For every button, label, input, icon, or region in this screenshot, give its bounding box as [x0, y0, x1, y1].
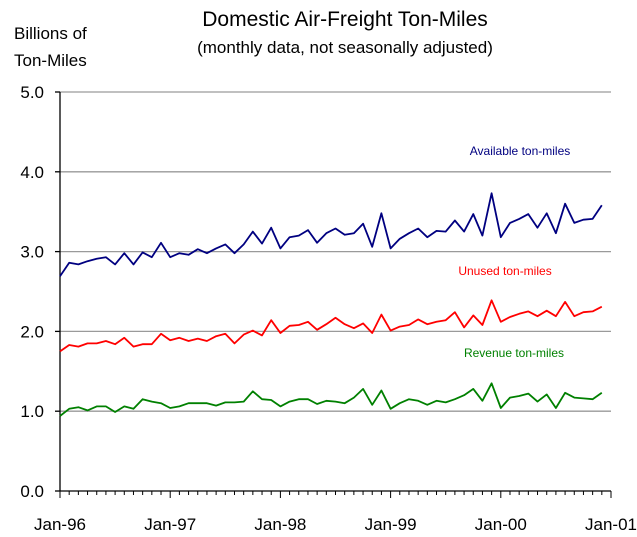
series-annotations: Available ton-miles Unused ton-miles Rev… — [458, 144, 570, 360]
x-tick-label: Jan-97 — [144, 515, 196, 534]
revenue-ton-miles-label: Revenue ton-miles — [464, 346, 564, 360]
y-axis-label-line1: Billions of — [14, 24, 87, 43]
x-tick-label: Jan-96 — [34, 515, 86, 534]
y-tick-label: 4.0 — [20, 163, 44, 182]
x-axis-ticks: Jan-96 Jan-97 Jan-98 Jan-99 Jan-00 Jan-01 — [34, 491, 637, 534]
x-tick-label: Jan-99 — [365, 515, 417, 534]
series-line-available-ton-miles — [59, 192, 603, 277]
chart-subtitle: (monthly data, not seasonally adjusted) — [197, 38, 493, 57]
y-axis-label-line2: Ton-Miles — [14, 51, 87, 70]
y-tick-label: 5.0 — [20, 83, 44, 102]
chart-title: Domestic Air-Freight Ton-Miles — [202, 8, 488, 31]
series-line-revenue-ton-miles — [59, 382, 603, 417]
y-tick-label: 3.0 — [20, 243, 44, 262]
x-tick-label: Jan-98 — [254, 515, 306, 534]
series-lines — [59, 192, 603, 417]
y-tick-label: 2.0 — [20, 322, 44, 341]
y-tick-label: 0.0 — [20, 482, 44, 501]
unused-ton-miles-label: Unused ton-miles — [458, 264, 551, 278]
available-ton-miles-label: Available ton-miles — [470, 144, 571, 158]
y-axis-ticks: 0.0 1.0 2.0 3.0 4.0 5.0 — [20, 83, 60, 501]
gridlines — [60, 91, 611, 412]
x-tick-label: Jan-01 — [585, 515, 637, 534]
y-tick-label: 1.0 — [20, 402, 44, 421]
x-tick-label: Jan-00 — [475, 515, 527, 534]
series-line-unused-ton-miles — [59, 299, 603, 353]
